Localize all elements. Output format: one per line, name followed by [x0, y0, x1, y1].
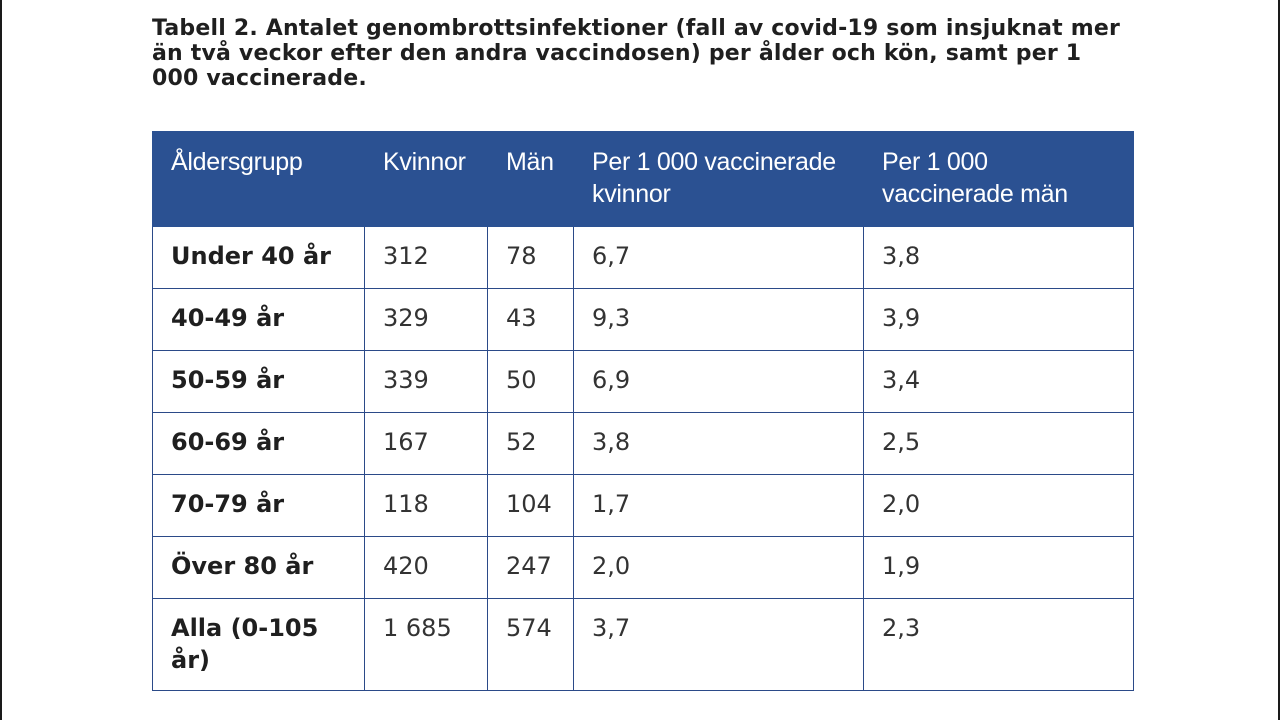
per-1000-men-cell: 2,5 [863, 412, 1134, 475]
table-row: Under 40 år 312 78 6,7 3,8 [152, 226, 1134, 289]
header-women: Kvinnor [364, 131, 488, 227]
per-1000-men-cell: 2,3 [863, 598, 1134, 691]
table-row: Över 80 år 420 247 2,0 1,9 [152, 536, 1134, 599]
men-cell: 574 [487, 598, 574, 691]
per-1000-men-cell: 1,9 [863, 536, 1134, 599]
table-caption: Tabell 2. Antalet genombrottsinfektioner… [152, 16, 1120, 91]
per-1000-women-cell: 6,9 [573, 350, 864, 413]
per-1000-men-cell: 2,0 [863, 474, 1134, 537]
age-group-cell: 70-79 år [152, 474, 365, 537]
men-cell: 50 [487, 350, 574, 413]
right-frame-border [1278, 0, 1280, 720]
women-cell: 167 [364, 412, 488, 475]
age-group-cell: 40-49 år [152, 288, 365, 351]
men-cell: 247 [487, 536, 574, 599]
table-row: 40-49 år 329 43 9,3 3,9 [152, 288, 1134, 351]
age-group-cell: Alla (0-105 år) [152, 598, 365, 691]
women-cell: 339 [364, 350, 488, 413]
table-row: 70-79 år 118 104 1,7 2,0 [152, 474, 1134, 537]
per-1000-women-cell: 6,7 [573, 226, 864, 289]
men-cell: 78 [487, 226, 574, 289]
men-cell: 43 [487, 288, 574, 351]
breakthrough-infections-table: Åldersgrupp Kvinnor Män Per 1 000 vaccin… [152, 131, 1134, 691]
table-header-row: Åldersgrupp Kvinnor Män Per 1 000 vaccin… [152, 131, 1134, 227]
per-1000-women-cell: 1,7 [573, 474, 864, 537]
per-1000-women-cell: 9,3 [573, 288, 864, 351]
age-group-cell: 60-69 år [152, 412, 365, 475]
men-cell: 104 [487, 474, 574, 537]
women-cell: 420 [364, 536, 488, 599]
per-1000-men-cell: 3,8 [863, 226, 1134, 289]
men-cell: 52 [487, 412, 574, 475]
women-cell: 312 [364, 226, 488, 289]
per-1000-men-cell: 3,4 [863, 350, 1134, 413]
age-group-cell: Över 80 år [152, 536, 365, 599]
header-age-group: Åldersgrupp [152, 131, 365, 227]
header-per-1000-men: Per 1 000 vaccinerade män [863, 131, 1134, 227]
women-cell: 1 685 [364, 598, 488, 691]
table-row: 50-59 år 339 50 6,9 3,4 [152, 350, 1134, 413]
age-group-cell: Under 40 år [152, 226, 365, 289]
per-1000-women-cell: 3,7 [573, 598, 864, 691]
per-1000-women-cell: 2,0 [573, 536, 864, 599]
table-total-row: Alla (0-105 år) 1 685 574 3,7 2,3 [152, 598, 1134, 691]
header-men: Män [487, 131, 574, 227]
age-group-cell: 50-59 år [152, 350, 365, 413]
left-frame-border [0, 0, 2, 720]
women-cell: 329 [364, 288, 488, 351]
women-cell: 118 [364, 474, 488, 537]
per-1000-women-cell: 3,8 [573, 412, 864, 475]
header-per-1000-women: Per 1 000 vaccinerade kvinnor [573, 131, 864, 227]
per-1000-men-cell: 3,9 [863, 288, 1134, 351]
table-row: 60-69 år 167 52 3,8 2,5 [152, 412, 1134, 475]
